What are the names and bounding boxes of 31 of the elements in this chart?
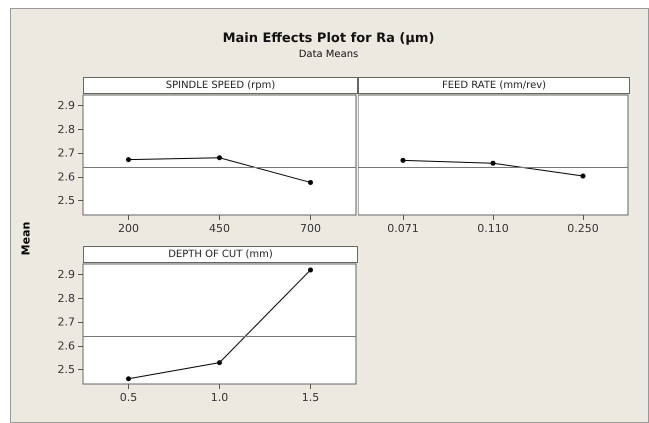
y-tick-label: 2.5 <box>58 363 75 376</box>
point <box>217 360 222 366</box>
y-axis-title: Mean <box>20 220 32 258</box>
y-tick-label: 2.7 <box>58 146 75 160</box>
chart-subtitle: Data Means <box>298 49 360 60</box>
point <box>308 267 313 272</box>
x-tick-label: 0.110 <box>477 222 509 235</box>
x-tick-label: 0.5 <box>120 391 138 404</box>
x-tick-label: 1.0 <box>210 391 228 404</box>
y-tick-label: 2.9 <box>58 99 75 112</box>
x-axis-title: DEPTH OF CUT (mm) <box>83 246 358 263</box>
x-tick-label: 0.250 <box>567 222 599 235</box>
chart-title: Main Effects Plot for Ra (µm) <box>222 31 436 46</box>
x-axis-title: FEED RATE (mm/rev) <box>358 77 630 94</box>
point <box>217 155 222 160</box>
y-tick-label: 2.8 <box>58 122 75 136</box>
x-tick-label: 450 <box>209 222 230 235</box>
point <box>126 157 131 162</box>
y-tick-label: 2.5 <box>58 194 75 208</box>
y-tick-label: 2.6 <box>58 339 75 352</box>
point <box>308 180 313 185</box>
y-tick-label: 2.8 <box>58 292 75 305</box>
x-tick-label: 1.5 <box>302 391 320 404</box>
y-tick-label: 2.7 <box>58 316 75 329</box>
x-tick-label: 200 <box>118 222 139 235</box>
point <box>126 376 131 382</box>
y-tick-label: 2.9 <box>58 268 75 282</box>
x-axis-title: SPINDLE SPEED (rpm) <box>83 77 358 94</box>
x-tick-label: 700 <box>300 222 321 235</box>
y-tick-label: 2.6 <box>58 170 75 184</box>
x-tick-label: 0.071 <box>387 222 419 235</box>
